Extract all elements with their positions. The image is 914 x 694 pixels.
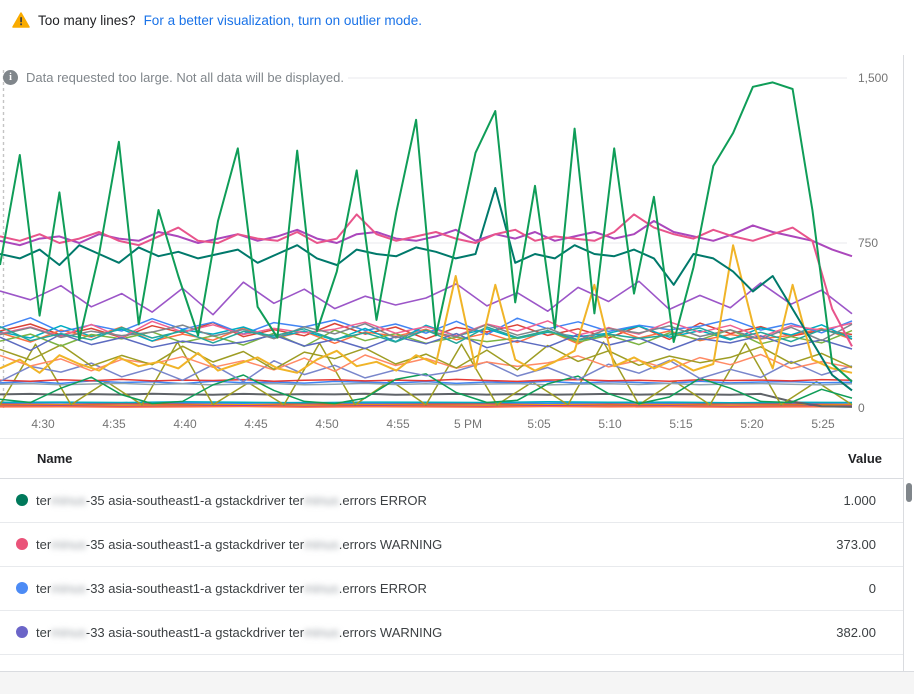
chart-line-mid-teal (0, 325, 853, 345)
x-tick-label: 4:35 (102, 417, 126, 431)
series-color-dot (16, 582, 28, 594)
chart-line-mid-pink (0, 320, 853, 339)
redacted-text: minus (304, 537, 339, 552)
series-value: 1.000 (843, 493, 876, 508)
data-notice-text: Data requested too large. Not all data w… (26, 70, 348, 85)
x-axis-labels: 4:30 4:35 4:40 4:45 4:50 4:55 5 PM 5:05 5:10 5:15… (31, 417, 835, 431)
redacted-text: minus (304, 625, 339, 640)
chart-line-mid-indigo (0, 332, 853, 352)
warning-icon (12, 12, 30, 28)
column-header-name: Name (37, 451, 73, 466)
chart-line-amber-spiky (0, 244, 853, 374)
legend-table-row[interactable]: terminus-35 asia-southeast1-a gstackdriv… (0, 479, 904, 523)
x-tick-label: 4:45 (244, 417, 268, 431)
x-tick-label: 4:50 (315, 417, 339, 431)
series-name: terminus-33 asia-southeast1-a gstackdriv… (36, 581, 427, 596)
series-value: 0 (868, 581, 876, 596)
legend-table-header: Name Value (0, 438, 914, 478)
series-color-dot (16, 494, 28, 506)
chart-line-wander-green (0, 373, 853, 405)
header-divider (0, 478, 914, 479)
chart-line-mid-blue (0, 317, 853, 336)
chart-line-flat-orange (0, 405, 853, 408)
legend-table-row[interactable]: terminus-33 asia-southeast1-a gstackdriv… (0, 567, 904, 611)
series-name: terminus-35 asia-southeast1-a gstackdriv… (36, 493, 427, 508)
chart-series-group (0, 81, 853, 408)
chart-line-dark-teal (0, 187, 853, 392)
data-notice: i Data requested too large. Not all data… (3, 70, 348, 85)
legend-table-body: terminus-35 asia-southeast1-a gstackdriv… (0, 479, 904, 655)
series-value: 382.00 (836, 625, 876, 640)
x-tick-label: 5:05 (527, 417, 551, 431)
series-name: terminus-35 asia-southeast1-a gstackdriv… (36, 537, 443, 552)
chart-table-divider (0, 438, 914, 439)
x-tick-label: 4:30 (31, 417, 55, 431)
x-tick-label: 5:25 (811, 417, 835, 431)
x-tick-label: 5 PM (454, 417, 482, 431)
chart-line-olive-saw (0, 341, 853, 406)
y-axis-labels: 1,500 750 0 (858, 71, 888, 415)
chart-line-violet-high (0, 220, 853, 258)
legend-table-row[interactable]: terminus-33 asia-southeast1-a gstackdriv… (0, 611, 904, 655)
scrollbar-track[interactable] (903, 55, 914, 671)
redacted-text: minus (51, 581, 86, 596)
redacted-text: minus (51, 625, 86, 640)
redacted-text: minus (51, 493, 86, 508)
y-tick-label: 0 (858, 401, 865, 415)
chart-line-flat-cyan (0, 401, 853, 404)
x-tick-label: 5:20 (740, 417, 764, 431)
redacted-text: minus (304, 581, 339, 596)
y-tick-label: 750 (858, 236, 878, 250)
timeseries-chart: 1,500 750 0 4:30 4:35 4:40 4:45 4:50 4:55 5 PM 5:… (0, 70, 888, 431)
series-color-dot (16, 626, 28, 638)
outlier-banner: Too many lines? For a better visualizati… (0, 0, 914, 40)
x-tick-label: 5:15 (669, 417, 693, 431)
x-tick-label: 4:55 (386, 417, 410, 431)
bottom-strip (0, 671, 914, 694)
redacted-text: minus (51, 537, 86, 552)
y-tick-label: 1,500 (858, 71, 888, 85)
x-tick-label: 4:40 (173, 417, 197, 431)
chart-line-bottom-gray (0, 392, 853, 408)
chart-line-green-main (0, 81, 853, 383)
chart-line-olive-low (0, 344, 853, 371)
chart-line-band-red (0, 378, 853, 383)
info-icon: i (3, 70, 18, 85)
redacted-text: minus (304, 493, 339, 508)
chart-line-periwinkle (0, 359, 853, 383)
column-header-value: Value (848, 451, 882, 466)
series-value: 373.00 (836, 537, 876, 552)
legend-table-row[interactable]: terminus-35 asia-southeast1-a gstackdriv… (0, 523, 904, 567)
series-color-dot (16, 538, 28, 550)
series-name: terminus-33 asia-southeast1-a gstackdriv… (36, 625, 443, 640)
chart-line-mid-red (0, 321, 853, 341)
x-tick-label: 5:10 (598, 417, 622, 431)
chart-line-band-slate (0, 382, 853, 386)
outlier-mode-link[interactable]: For a better visualization, turn on outl… (143, 12, 422, 28)
scrollbar-thumb[interactable] (906, 483, 912, 502)
banner-message: Too many lines? (38, 12, 136, 28)
